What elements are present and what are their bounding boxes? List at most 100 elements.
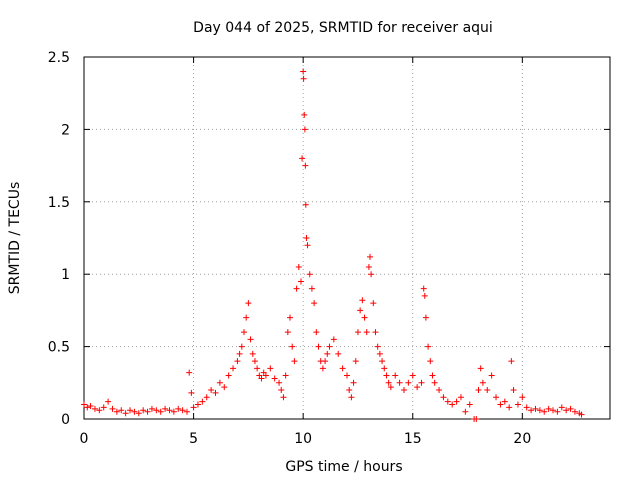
data-point bbox=[236, 350, 243, 357]
axis-tick-labels: 0 5 10 15 20 0 0.5 1 1.5 2 2.5 bbox=[48, 50, 532, 447]
data-point bbox=[357, 307, 364, 314]
x-tick-label: 20 bbox=[513, 431, 531, 447]
data-point bbox=[216, 379, 223, 386]
data-point bbox=[208, 387, 215, 394]
data-point bbox=[302, 201, 309, 208]
data-point bbox=[301, 111, 308, 118]
data-point bbox=[370, 300, 377, 307]
data-point bbox=[267, 365, 274, 372]
data-point bbox=[87, 402, 94, 409]
data-point bbox=[368, 271, 375, 278]
data-point bbox=[184, 408, 191, 415]
data-point bbox=[179, 407, 186, 414]
y-tick-label: 2.5 bbox=[48, 50, 70, 66]
data-point bbox=[501, 398, 508, 405]
data-point bbox=[335, 350, 342, 357]
data-point bbox=[203, 394, 210, 401]
data-point bbox=[510, 387, 517, 394]
data-point bbox=[449, 401, 456, 408]
x-tick-label: 15 bbox=[404, 431, 422, 447]
data-point bbox=[96, 407, 103, 414]
data-point bbox=[308, 285, 315, 292]
data-point bbox=[302, 162, 309, 169]
data-point bbox=[258, 375, 265, 382]
data-point bbox=[330, 336, 337, 343]
data-point bbox=[199, 398, 206, 405]
plot-frame bbox=[83, 56, 611, 420]
data-point bbox=[348, 394, 355, 401]
data-point bbox=[105, 398, 112, 405]
data-point bbox=[550, 407, 557, 414]
data-point bbox=[488, 372, 495, 379]
data-point bbox=[392, 372, 399, 379]
data-point bbox=[440, 394, 447, 401]
data-point bbox=[545, 405, 552, 412]
data-point bbox=[385, 379, 392, 386]
data-point bbox=[306, 271, 313, 278]
data-point bbox=[131, 408, 138, 415]
data-point bbox=[322, 358, 329, 365]
data-point bbox=[396, 379, 403, 386]
data-point bbox=[166, 407, 173, 414]
data-point bbox=[431, 379, 438, 386]
y-axis-label: SRMTID / TECUs bbox=[7, 182, 23, 295]
data-point bbox=[300, 68, 307, 75]
data-point bbox=[319, 365, 326, 372]
y-tick-label: 0.5 bbox=[48, 340, 70, 356]
data-point bbox=[326, 343, 333, 350]
data-point bbox=[140, 407, 147, 414]
data-point bbox=[254, 365, 261, 372]
data-point bbox=[352, 358, 359, 365]
data-point bbox=[497, 401, 504, 408]
data-point bbox=[363, 329, 370, 336]
chart-title: Day 044 of 2025, SRMTID for receiver aqu… bbox=[193, 20, 493, 36]
data-point bbox=[162, 405, 169, 412]
data-point bbox=[91, 405, 98, 412]
data-point bbox=[170, 408, 177, 415]
data-point bbox=[344, 372, 350, 379]
data-point bbox=[578, 411, 585, 418]
data-point bbox=[291, 358, 298, 365]
data-point bbox=[282, 372, 289, 379]
data-point bbox=[135, 410, 142, 417]
data-point bbox=[109, 405, 116, 412]
data-point bbox=[251, 358, 258, 365]
data-point bbox=[300, 75, 307, 82]
data-point bbox=[118, 407, 125, 414]
data-point bbox=[418, 379, 425, 386]
data-point bbox=[506, 404, 513, 411]
data-point bbox=[81, 401, 87, 408]
data-point bbox=[303, 235, 310, 241]
data-point bbox=[100, 404, 107, 411]
data-point bbox=[444, 398, 451, 405]
data-point bbox=[541, 408, 548, 415]
data-point bbox=[571, 408, 578, 415]
data-point bbox=[532, 405, 539, 412]
data-point bbox=[453, 398, 460, 405]
data-point bbox=[462, 408, 469, 415]
data-point bbox=[324, 350, 331, 357]
data-point bbox=[297, 278, 304, 285]
data-point bbox=[144, 408, 151, 415]
data-point bbox=[405, 379, 412, 386]
x-tick-label: 0 bbox=[80, 431, 89, 447]
data-point bbox=[508, 358, 515, 365]
data-point bbox=[409, 372, 416, 379]
data-point bbox=[558, 404, 565, 411]
data-point bbox=[262, 372, 269, 379]
data-point bbox=[299, 155, 306, 162]
data-point bbox=[567, 405, 574, 412]
data-point bbox=[359, 297, 366, 304]
data-point bbox=[148, 405, 155, 412]
data-point bbox=[374, 343, 381, 350]
data-point bbox=[175, 405, 182, 412]
data-point bbox=[523, 404, 530, 411]
data-point bbox=[194, 401, 201, 408]
data-point bbox=[376, 350, 383, 357]
data-point bbox=[278, 387, 285, 394]
data-point bbox=[238, 343, 245, 350]
y-tick-label: 1 bbox=[61, 267, 70, 283]
data-point bbox=[414, 384, 421, 391]
data-point bbox=[372, 329, 379, 336]
